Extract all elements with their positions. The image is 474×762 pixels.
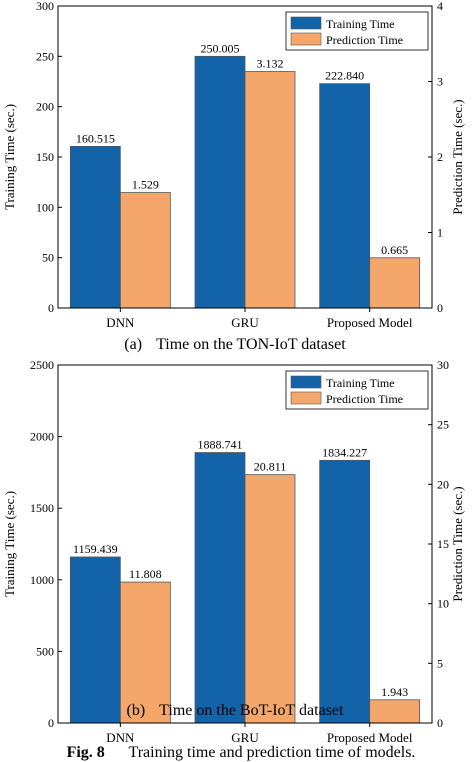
y2-tick-label: 30 xyxy=(437,358,449,372)
y2-axis-label-0: Prediction Time (sec.) xyxy=(450,99,465,214)
training-value-label-0-2: 222.840 xyxy=(325,69,364,83)
figure-caption-text: Training time and prediction time of mod… xyxy=(128,744,416,761)
prediction-value-label-0-0: 1.529 xyxy=(132,178,159,192)
y2-tick-label: 5 xyxy=(437,656,443,670)
training-value-label-1-0: 1159.439 xyxy=(73,542,118,556)
legend-label-0-1: Prediction Time xyxy=(326,33,403,47)
y2-tick-label: 20 xyxy=(437,477,449,491)
panel-label-0: (a) xyxy=(124,336,142,353)
legend-swatch-0-0 xyxy=(290,16,322,30)
legend-label-1-0: Training Time xyxy=(326,376,395,390)
y2-tick-label: 4 xyxy=(437,0,443,13)
legend-swatch-1-0 xyxy=(290,375,322,389)
x-tick-label-1-0: DNN xyxy=(106,730,135,745)
training-value-label-0-1: 250.005 xyxy=(201,41,240,55)
y2-tick-label: 10 xyxy=(437,597,449,611)
x-tick-label-0-0: DNN xyxy=(106,315,135,330)
training-bar-1-0 xyxy=(69,556,121,724)
prediction-bar-1-1 xyxy=(244,474,296,724)
panel-title-0: Time on the TON-IoT dataset xyxy=(156,336,346,353)
x-tick-label-0-2: Proposed Model xyxy=(327,315,413,330)
y-tick-label: 150 xyxy=(36,150,54,164)
legend-label-0-0: Training Time xyxy=(326,17,395,31)
y2-axis-label-1: Prediction Time (sec.) xyxy=(450,486,465,601)
y2-tick-label: 1 xyxy=(437,226,443,240)
y-tick-label: 300 xyxy=(36,0,54,13)
y-tick-label: 500 xyxy=(36,644,54,658)
legend-label-1-1: Prediction Time xyxy=(326,392,403,406)
y-tick-label: 2500 xyxy=(30,358,54,372)
y2-tick-label: 2 xyxy=(437,150,443,164)
y2-tick-label: 25 xyxy=(437,418,449,432)
chart-panel-0: 160.515 1.529 DNN 250.005 3.132 GRU 222.840 0.6… xyxy=(2,0,465,353)
y-tick-label: 200 xyxy=(36,100,54,114)
y-tick-label: 0 xyxy=(48,301,54,315)
y-tick-label: 1000 xyxy=(30,573,54,587)
prediction-bar-0-2 xyxy=(369,257,421,309)
prediction-value-label-1-2: 1.943 xyxy=(381,685,408,699)
chart-title-0: (a) Time on the TON-IoT dataset xyxy=(124,336,346,353)
y-tick-label: 0 xyxy=(48,716,54,730)
x-tick-label-0-1: GRU xyxy=(231,315,259,330)
y2-tick-label: 15 xyxy=(437,537,449,551)
y-axis-label-0: Training Time (sec.) xyxy=(2,104,17,210)
legend-swatch-0-1 xyxy=(290,32,322,46)
training-bar-1-1 xyxy=(194,452,246,724)
training-value-label-1-2: 1834.227 xyxy=(322,445,367,459)
prediction-bar-0-0 xyxy=(119,192,171,309)
chart-panel-1: 1159.439 11.808 DNN 1888.741 20.811 GRU 1834.2… xyxy=(2,358,465,745)
prediction-value-label-0-2: 0.665 xyxy=(381,243,408,257)
figure-caption-label: Fig. 8 xyxy=(66,744,105,761)
figure-caption: Fig. 8 Training time and prediction time… xyxy=(0,726,474,762)
y-tick-label: 50 xyxy=(42,251,54,265)
y-tick-label: 100 xyxy=(36,200,54,214)
panel-label-1: (b) xyxy=(127,702,146,719)
y2-tick-label: 3 xyxy=(437,75,443,89)
prediction-value-label-1-0: 11.808 xyxy=(129,567,162,581)
prediction-bar-0-1 xyxy=(244,71,296,309)
y2-tick-label: 0 xyxy=(437,301,443,315)
training-bar-0-1 xyxy=(194,55,246,309)
legend-swatch-1-1 xyxy=(290,391,322,405)
prediction-bar-1-0 xyxy=(119,581,171,724)
x-tick-label-1-2: Proposed Model xyxy=(327,730,413,745)
training-bar-0-0 xyxy=(69,146,121,309)
prediction-value-label-0-1: 3.132 xyxy=(257,57,284,71)
training-value-label-1-1: 1888.741 xyxy=(198,438,243,452)
y-tick-label: 1500 xyxy=(30,501,54,515)
prediction-bar-1-2 xyxy=(369,699,421,724)
panel-title-1: Time on the BoT-IoT dataset xyxy=(159,702,344,719)
y-axis-label-1: Training Time (sec.) xyxy=(2,491,17,597)
training-bar-1-2 xyxy=(319,459,371,724)
y-tick-label: 250 xyxy=(36,49,54,63)
training-value-label-0-0: 160.515 xyxy=(76,131,115,145)
y2-tick-label: 0 xyxy=(437,716,443,730)
training-bar-0-2 xyxy=(319,83,371,309)
x-tick-label-1-1: GRU xyxy=(231,730,259,745)
chart-title-1: (b) Time on the BoT-IoT dataset xyxy=(127,702,345,719)
y-tick-label: 2000 xyxy=(30,430,54,444)
prediction-value-label-1-1: 20.811 xyxy=(254,460,287,474)
